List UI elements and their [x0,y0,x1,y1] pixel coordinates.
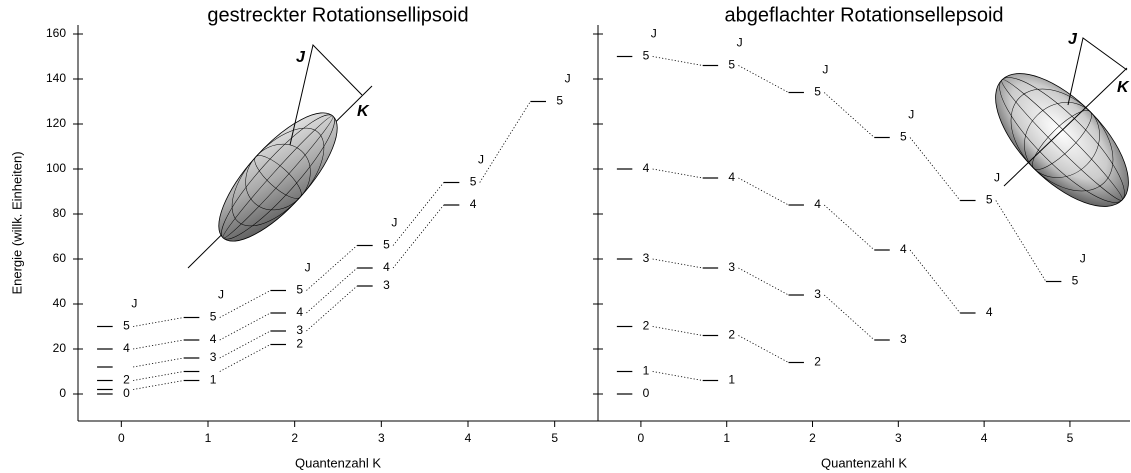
level-label: 3 [383,278,390,292]
x-tick-label: 5 [1067,431,1074,445]
level-label: 5 [643,49,650,63]
x-tick-label: 1 [723,431,730,445]
column-header: J [131,297,137,311]
oblate-illustration [974,38,1131,228]
column-header: J [391,216,397,230]
x-tick-label: 0 [118,431,125,445]
level-label: 4 [728,170,735,184]
x-tick-label: 4 [465,431,472,445]
level-label: 3 [814,287,821,301]
level-label: 3 [728,260,735,274]
x-tick-label: 4 [981,431,988,445]
y-tick-label: 120 [46,116,66,130]
x-axis-title: Quantenzahl K [295,455,381,470]
y-tick-label: 100 [46,161,66,175]
level-label: 1 [643,364,650,378]
level-label: 5 [728,58,735,72]
level-connector [653,372,703,381]
y-tick-label: 60 [53,251,67,265]
y-tick-label: 80 [53,206,67,220]
y-tick-label: 0 [59,386,66,400]
column-header: J [822,63,828,77]
level-label: 4 [986,305,993,319]
column-header: J [218,288,224,302]
level-label: 4 [814,197,821,211]
level-label: 3 [296,323,303,337]
level-label: 1 [728,373,735,387]
level-label: 5 [383,238,390,252]
x-tick-label: 5 [551,431,558,445]
chart-title: abgeflachter Rotationsellepsoid [724,4,1003,26]
column-header: J [478,153,484,167]
level-label: 2 [814,355,821,369]
level-label: 5 [556,94,563,108]
x-tick-label: 1 [205,431,212,445]
level-connector [653,259,875,340]
level-label: 3 [643,251,650,265]
y-tick-label: 40 [53,296,67,310]
level-label: 5 [470,175,477,189]
level-label: 5 [900,130,907,144]
level-label: 5 [296,283,303,297]
column-header: J [994,171,1000,185]
column-header: J [1080,252,1086,266]
level-label: 4 [470,197,477,211]
y-tick-label: 160 [46,26,66,40]
x-tick-label: 2 [809,431,816,445]
y-tick-label: 20 [53,341,67,355]
figure: J K J K gestreckter Rotationsellipsoid Qu… [0,0,1131,473]
level-label: 2 [296,337,303,351]
level-label: 1 [210,373,217,387]
level-connector [653,57,1046,282]
level-label: 5 [814,85,821,99]
column-header: J [305,261,311,275]
level-label: 4 [383,260,390,274]
level-label: 2 [123,373,130,387]
j-vector-label: J [296,49,306,66]
level-label: 4 [900,242,907,256]
k-axis-label: K [1117,79,1130,96]
y-axis-title: Energie (willk. Einheiten) [9,151,24,294]
level-label: 4 [210,332,217,346]
level-label: 5 [1072,274,1079,288]
j-vector-label: J [1068,31,1078,48]
level-label: 0 [123,386,130,400]
x-tick-label: 3 [378,431,385,445]
level-label: 5 [986,193,993,207]
level-label: 5 [123,319,130,333]
column-header: J [651,27,657,41]
level-label: 4 [643,161,650,175]
y-tick-label: 140 [46,71,66,85]
level-label: 5 [210,310,217,324]
level-connector [653,327,789,363]
x-axis-title: Quantenzahl K [821,455,907,470]
level-connector [653,169,960,313]
x-tick-label: 2 [291,431,298,445]
x-tick-label: 0 [638,431,645,445]
level-label: 2 [728,328,735,342]
k-axis-label: K [357,103,370,120]
prolate-illustration [188,45,372,268]
chart-title: gestreckter Rotationsellipsoid [207,4,468,26]
level-label: 3 [900,332,907,346]
level-connector [133,381,184,390]
level-label: 4 [123,341,130,355]
level-label: 2 [643,319,650,333]
x-tick-label: 3 [895,431,902,445]
level-label: 4 [296,305,303,319]
level-connector [133,345,270,381]
level-label: 0 [643,386,650,400]
column-header: J [737,36,743,50]
column-header: J [908,108,914,122]
column-header: J [565,72,571,86]
level-label: 3 [210,350,217,364]
